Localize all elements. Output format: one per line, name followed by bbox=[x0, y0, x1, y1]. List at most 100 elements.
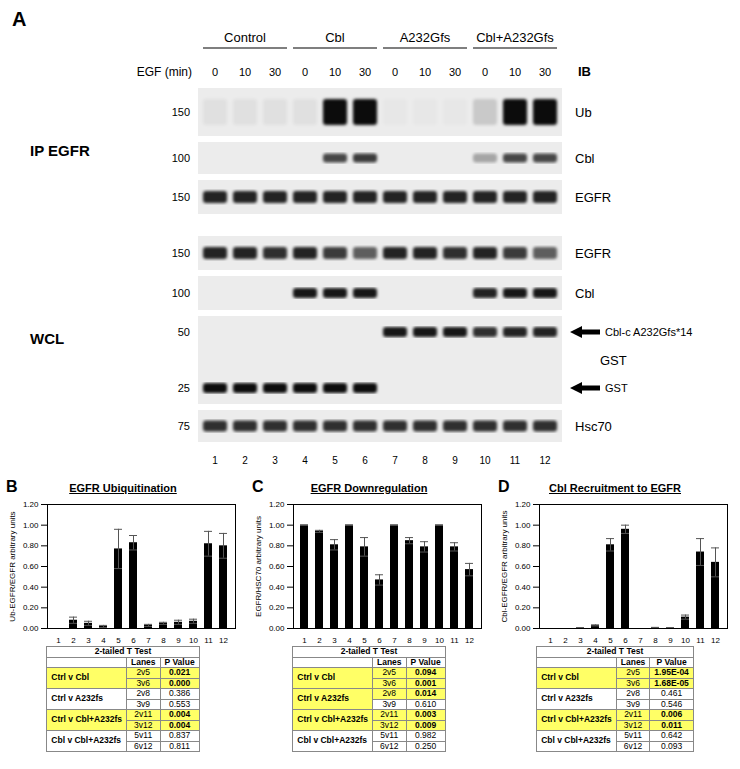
svg-text:2: 2 bbox=[242, 455, 248, 466]
svg-text:7: 7 bbox=[392, 455, 398, 466]
svg-text:4: 4 bbox=[101, 636, 106, 645]
svg-text:0.80: 0.80 bbox=[515, 541, 531, 550]
svg-text:Cbl+A232Gfs: Cbl+A232Gfs bbox=[476, 30, 554, 45]
svg-text:0.00: 0.00 bbox=[269, 624, 285, 633]
svg-text:EGFR/HSC70 arbitrary units: EGFR/HSC70 arbitrary units bbox=[254, 516, 263, 617]
svg-text:Cbl: Cbl bbox=[575, 286, 595, 301]
svg-text:5: 5 bbox=[362, 636, 367, 645]
svg-text:3: 3 bbox=[332, 636, 337, 645]
svg-text:10: 10 bbox=[329, 66, 341, 78]
svg-text:IP EGFR: IP EGFR bbox=[30, 142, 90, 159]
svg-text:EGFR: EGFR bbox=[575, 246, 611, 261]
svg-text:30: 30 bbox=[539, 66, 551, 78]
svg-text:3: 3 bbox=[272, 455, 278, 466]
svg-text:6: 6 bbox=[131, 636, 136, 645]
svg-text:EGF (min): EGF (min) bbox=[137, 65, 192, 79]
svg-text:10: 10 bbox=[681, 636, 690, 645]
svg-text:0.40: 0.40 bbox=[515, 583, 531, 592]
svg-text:150: 150 bbox=[172, 247, 190, 259]
svg-text:1.20: 1.20 bbox=[515, 500, 531, 509]
svg-text:0.00: 0.00 bbox=[23, 624, 39, 633]
svg-text:1: 1 bbox=[302, 636, 307, 645]
svg-text:5: 5 bbox=[332, 455, 338, 466]
svg-text:IB: IB bbox=[578, 64, 591, 79]
svg-text:12: 12 bbox=[219, 636, 228, 645]
svg-text:5: 5 bbox=[116, 636, 121, 645]
svg-text:12: 12 bbox=[539, 455, 551, 466]
svg-text:GST: GST bbox=[605, 382, 628, 394]
svg-text:0.20: 0.20 bbox=[23, 603, 39, 612]
svg-text:Cbl: Cbl bbox=[325, 30, 345, 45]
svg-text:10: 10 bbox=[479, 455, 491, 466]
svg-text:Control: Control bbox=[224, 30, 266, 45]
svg-text:50: 50 bbox=[178, 326, 190, 338]
svg-text:Ub-EGFR/EGFR arbitrary units: Ub-EGFR/EGFR arbitrary units bbox=[8, 511, 17, 621]
svg-text:0: 0 bbox=[302, 66, 308, 78]
svg-text:4: 4 bbox=[593, 636, 598, 645]
svg-text:1: 1 bbox=[212, 455, 218, 466]
svg-text:150: 150 bbox=[172, 106, 190, 118]
svg-text:1.00: 1.00 bbox=[515, 521, 531, 530]
svg-text:Ub: Ub bbox=[575, 105, 592, 120]
svg-text:8: 8 bbox=[653, 636, 658, 645]
svg-text:0.40: 0.40 bbox=[269, 583, 285, 592]
svg-text:0.40: 0.40 bbox=[23, 583, 39, 592]
svg-text:1.00: 1.00 bbox=[23, 521, 39, 530]
svg-text:11: 11 bbox=[450, 636, 459, 645]
svg-text:0.20: 0.20 bbox=[515, 603, 531, 612]
svg-text:10: 10 bbox=[435, 636, 444, 645]
svg-text:0.80: 0.80 bbox=[269, 541, 285, 550]
svg-text:8: 8 bbox=[422, 455, 428, 466]
svg-text:0.00: 0.00 bbox=[515, 624, 531, 633]
svg-text:7: 7 bbox=[146, 636, 151, 645]
svg-text:12: 12 bbox=[711, 636, 720, 645]
svg-text:10: 10 bbox=[419, 66, 431, 78]
svg-text:2: 2 bbox=[71, 636, 76, 645]
svg-text:0: 0 bbox=[392, 66, 398, 78]
svg-text:0: 0 bbox=[212, 66, 218, 78]
svg-text:1: 1 bbox=[56, 636, 61, 645]
svg-text:9: 9 bbox=[176, 636, 181, 645]
svg-text:4: 4 bbox=[347, 636, 352, 645]
svg-text:1: 1 bbox=[548, 636, 553, 645]
svg-text:6: 6 bbox=[623, 636, 628, 645]
svg-text:EGFR: EGFR bbox=[575, 190, 611, 205]
svg-text:11: 11 bbox=[696, 636, 705, 645]
svg-text:0.80: 0.80 bbox=[23, 541, 39, 550]
svg-text:2: 2 bbox=[563, 636, 568, 645]
svg-text:75: 75 bbox=[178, 420, 190, 432]
svg-text:11: 11 bbox=[510, 455, 521, 466]
svg-text:10: 10 bbox=[189, 636, 198, 645]
svg-text:1.20: 1.20 bbox=[23, 500, 39, 509]
svg-text:3: 3 bbox=[578, 636, 583, 645]
svg-text:Cbl: Cbl bbox=[575, 151, 595, 166]
svg-text:1.20: 1.20 bbox=[269, 500, 285, 509]
svg-text:9: 9 bbox=[668, 636, 673, 645]
svg-text:100: 100 bbox=[172, 152, 190, 164]
svg-text:12: 12 bbox=[465, 636, 474, 645]
svg-text:9: 9 bbox=[422, 636, 427, 645]
svg-text:6: 6 bbox=[362, 455, 368, 466]
svg-text:A: A bbox=[12, 8, 26, 30]
svg-text:GST: GST bbox=[600, 353, 627, 368]
svg-text:9: 9 bbox=[452, 455, 458, 466]
svg-text:0: 0 bbox=[482, 66, 488, 78]
svg-text:7: 7 bbox=[638, 636, 643, 645]
svg-text:30: 30 bbox=[449, 66, 461, 78]
svg-text:30: 30 bbox=[269, 66, 281, 78]
svg-text:150: 150 bbox=[172, 191, 190, 203]
svg-text:Cbl-EGFR/EGFR arbitrary units: Cbl-EGFR/EGFR arbitrary units bbox=[500, 510, 509, 622]
svg-text:0.20: 0.20 bbox=[269, 603, 285, 612]
svg-text:11: 11 bbox=[204, 636, 213, 645]
svg-text:1.00: 1.00 bbox=[269, 521, 285, 530]
svg-text:6: 6 bbox=[377, 636, 382, 645]
svg-text:30: 30 bbox=[359, 66, 371, 78]
svg-text:3: 3 bbox=[86, 636, 91, 645]
svg-text:25: 25 bbox=[178, 382, 190, 394]
svg-text:Cbl-c A232Gfs*14: Cbl-c A232Gfs*14 bbox=[605, 326, 692, 338]
svg-text:5: 5 bbox=[608, 636, 613, 645]
svg-text:2: 2 bbox=[317, 636, 322, 645]
svg-text:WCL: WCL bbox=[30, 330, 64, 347]
svg-text:7: 7 bbox=[392, 636, 397, 645]
svg-text:0.60: 0.60 bbox=[515, 562, 531, 571]
